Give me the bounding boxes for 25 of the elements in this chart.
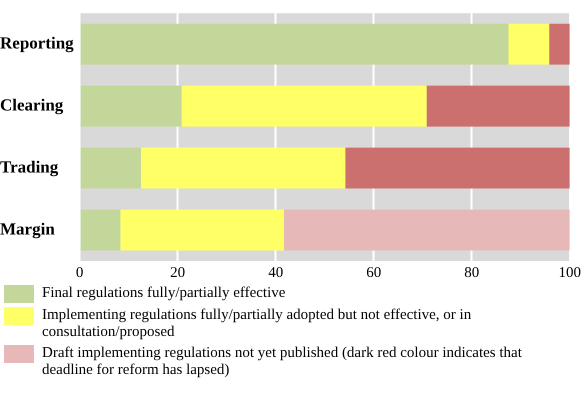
bar (284, 210, 570, 250)
bar (120, 210, 284, 250)
x-tick-label: 40 (268, 264, 284, 281)
x-tick-label: 0 (76, 264, 84, 281)
bar (80, 86, 182, 127)
bar (80, 148, 141, 189)
x-tick-label: 100 (558, 264, 581, 281)
bar (80, 210, 120, 250)
bar (426, 86, 570, 127)
y-tick-label: Margin (0, 219, 56, 238)
bar (182, 86, 427, 127)
y-tick-label: Trading (0, 157, 59, 176)
bar (549, 24, 570, 65)
y-tick-label: Reporting (0, 34, 74, 53)
x-tick-label: 60 (366, 264, 382, 281)
legend-label: Implementing regulations fully/partially adopted but not effective, or in consultation/proposed (42, 307, 472, 341)
x-tick-label: 20 (170, 264, 186, 281)
bar (508, 24, 550, 65)
legend-label: Final regulations fully/partially effective (42, 285, 286, 302)
bar (140, 148, 346, 189)
x-tick-label: 80 (464, 264, 480, 281)
bar (80, 24, 508, 65)
bar (345, 148, 570, 189)
legend-label: Draft implementing regulations not yet published (dark red colour indicates that deadline for reform has lapsed) (42, 345, 523, 379)
y-tick-label: Clearing (0, 96, 64, 115)
